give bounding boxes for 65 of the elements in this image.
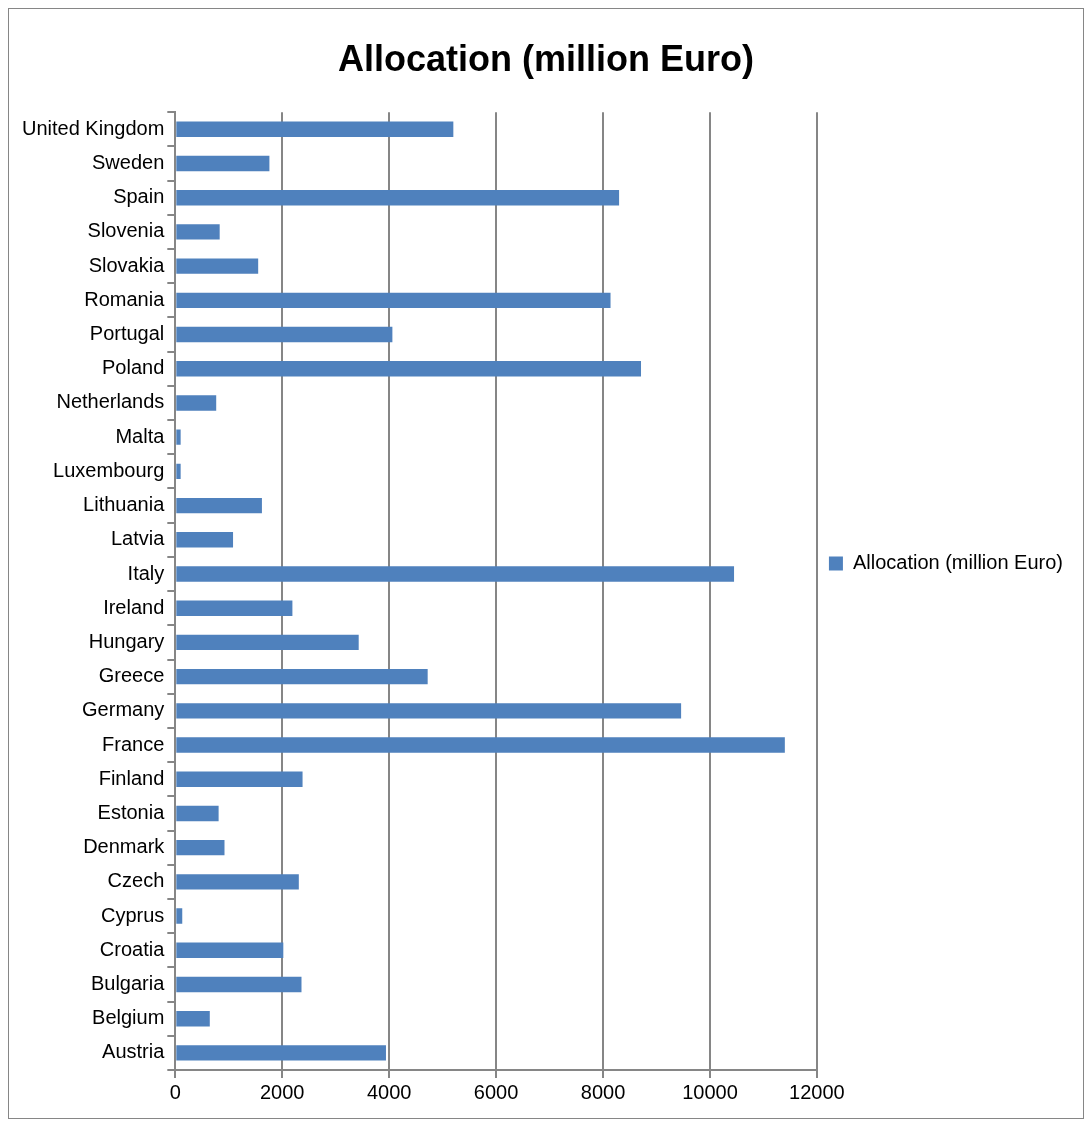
bar [176,121,454,137]
y-tick-label: Estonia [97,800,166,823]
y-tick-label: Poland [102,356,165,379]
y-tick-label: Germany [82,698,165,721]
y-tick-label: Austria [102,1040,166,1063]
y-tick-label: Sweden [92,151,165,174]
bar [176,1045,386,1061]
y-tick-label: United Kingdom [21,116,165,139]
y-tick-label: Italy [127,561,165,584]
bar [176,874,299,890]
bar [176,566,735,582]
y-tick-label: Hungary [88,629,165,652]
y-tick-label: Belgium [92,1006,165,1029]
bar [176,1010,210,1027]
y-tick-label: Ireland [103,595,165,618]
x-tick-label: 10000 [682,1080,738,1103]
x-tick-label: 12000 [789,1080,845,1103]
bar [176,361,642,377]
y-tick-label: Cyprus [100,903,165,926]
chart-title: Allocation (million Euro) [338,37,754,79]
bar [176,395,217,411]
bar [176,429,181,445]
bar [176,497,262,514]
y-tick-label: Malta [115,424,166,447]
bar [176,737,785,753]
x-tick-label: 6000 [473,1080,519,1103]
y-tick-label: Greece [98,664,165,687]
bar [176,771,303,787]
y-tick-label: Portugal [89,322,165,345]
bar [176,155,270,172]
y-tick-label: Croatia [99,937,166,960]
bar [176,805,219,822]
bar [176,292,611,309]
bar [176,942,284,958]
y-tick-label: Denmark [83,835,166,858]
legend-label: Allocation (million Euro) [852,551,1063,574]
bar [176,668,428,685]
bar [176,908,183,924]
y-tick-label: Slovakia [88,253,166,276]
x-tick-label: 0 [169,1080,181,1103]
bar [176,976,302,993]
x-tick-label: 2000 [259,1080,305,1103]
bar [176,224,220,240]
y-tick-label: Slovenia [87,219,166,242]
bar [176,532,234,548]
y-tick-label: Lithuania [83,493,166,516]
bar [176,258,259,274]
bar [176,600,293,616]
bar [176,326,393,343]
y-tick-label: France [102,732,165,755]
y-tick-label: Netherlands [56,390,165,413]
y-tick-label: Czech [107,869,165,892]
y-tick-label: Latvia [110,527,166,550]
y-tick-label: Spain [113,185,165,208]
bar [176,839,225,856]
bar [176,634,359,651]
bar [176,190,620,206]
x-tick-label: 4000 [366,1080,412,1103]
bar [176,703,682,719]
x-tick-label: 8000 [580,1080,626,1103]
y-tick-label: Luxembourg [53,458,165,481]
y-tick-label: Bulgaria [90,972,166,994]
y-tick-label: Romania [84,287,166,310]
y-tick-label: Finland [98,766,165,789]
bar [176,463,181,480]
